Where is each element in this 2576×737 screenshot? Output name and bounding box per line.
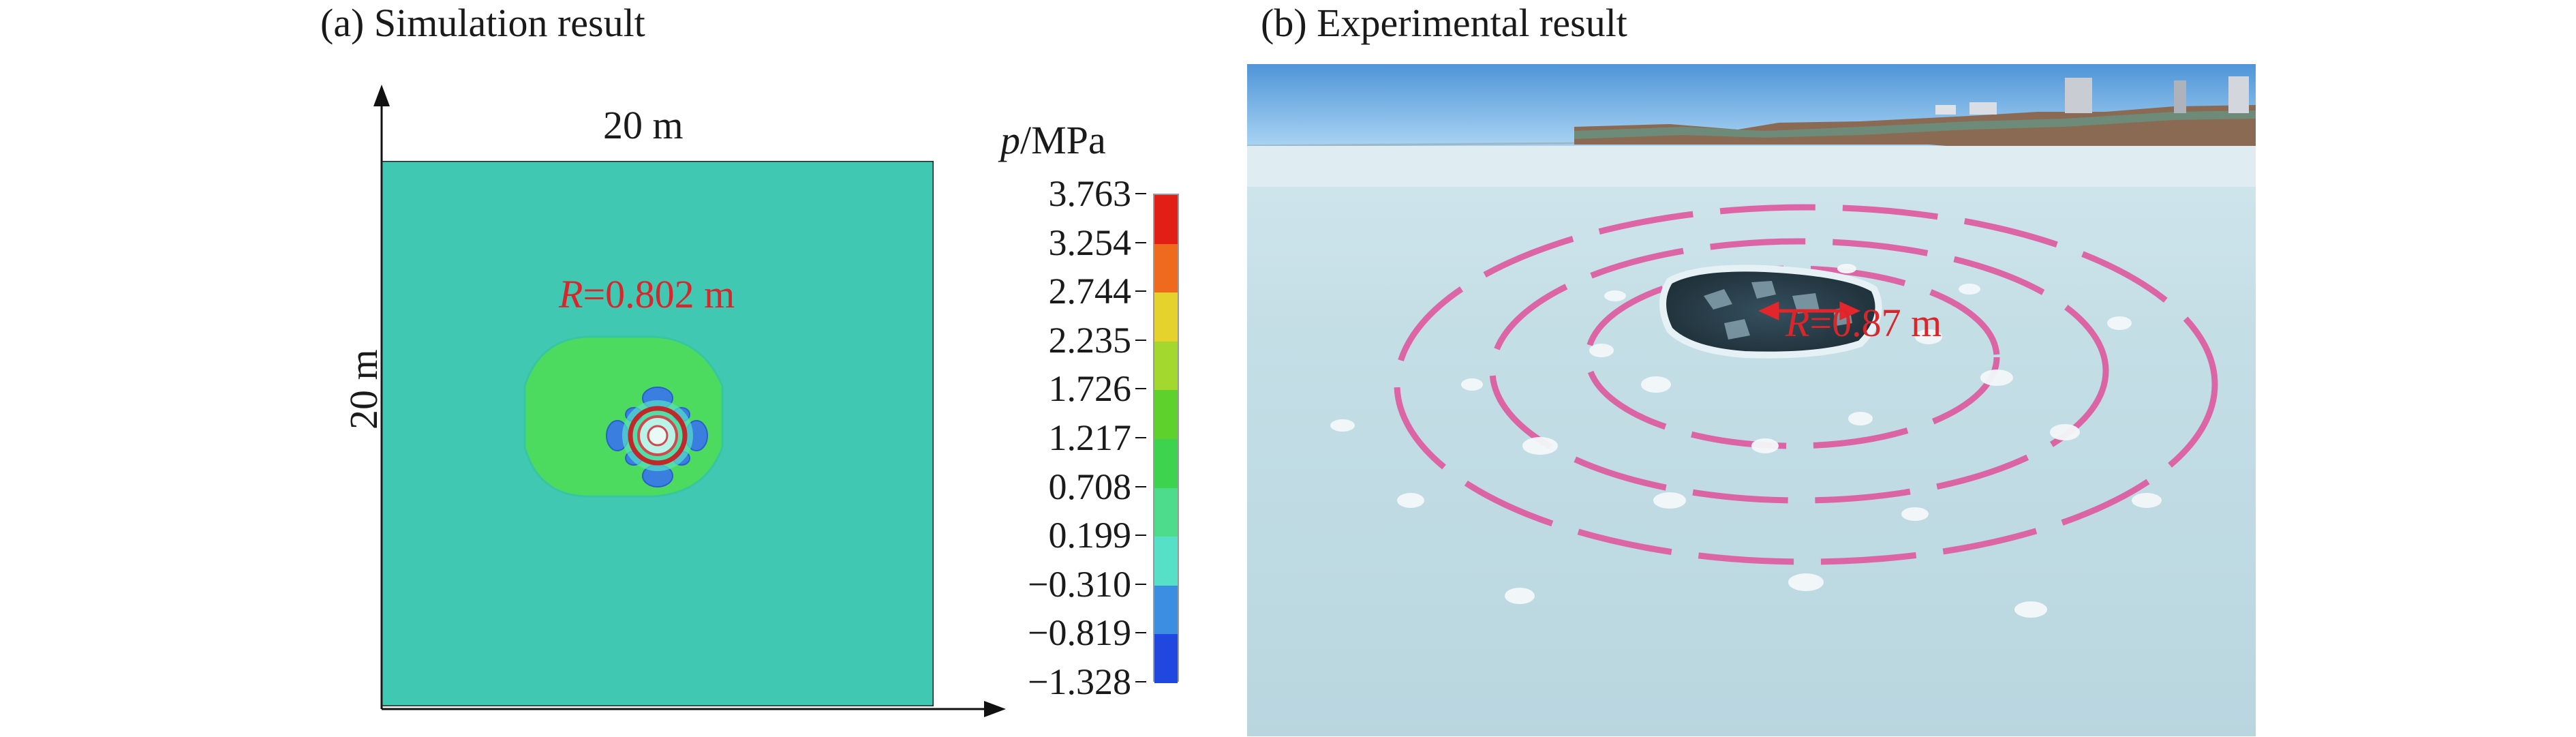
colorbar-tick-label: 3.254 (1048, 222, 1132, 263)
colorbar-segment (1154, 390, 1178, 440)
colorbar-tick-label: 2.744 (1048, 271, 1132, 312)
experimental-photo (1247, 64, 2256, 736)
colorbar-tick-mark (1135, 632, 1146, 634)
colorbar-tick-mark (1135, 339, 1146, 341)
colorbar-title: p/MPa (1000, 118, 1106, 162)
colorbar-segment (1154, 439, 1178, 489)
colorbar-tick-label: −1.328 (1028, 661, 1131, 702)
simulation-radius-label: R=0.802 m (559, 272, 735, 316)
panel-b-caption: (b) Experimental result (1261, 1, 1627, 45)
stress-zone (523, 335, 724, 498)
colorbar-tick-mark (1135, 437, 1146, 438)
width-label: 20 m (603, 103, 684, 147)
colorbar-tick-label: 3.763 (1048, 173, 1132, 214)
marked-circles (1394, 204, 2218, 565)
radius-arrow (1758, 301, 1861, 320)
colorbar-tick-mark (1135, 535, 1146, 537)
colorbar-tick-mark (1135, 290, 1146, 292)
colorbar-segment (1154, 195, 1178, 245)
colorbar-tick-mark (1135, 681, 1146, 682)
simulation-field (382, 161, 934, 706)
colorbar-segment (1154, 341, 1178, 391)
colorbar-tick-mark (1135, 388, 1146, 390)
colorbar-tick-mark (1135, 193, 1146, 194)
colorbar-tick-label: 1.217 (1048, 417, 1132, 458)
colorbar-tick-mark (1135, 485, 1146, 487)
colorbar-segment (1154, 634, 1178, 684)
colorbar-tick-label: 0.199 (1048, 515, 1132, 556)
colorbar-segment (1154, 292, 1178, 342)
colorbar-tick-label: 1.726 (1048, 368, 1132, 410)
colorbar-tick-mark (1135, 583, 1146, 585)
colorbar-tick-label: 0.708 (1048, 466, 1132, 507)
fracture-ring (628, 406, 688, 466)
colorbar (1153, 194, 1179, 684)
colorbar-tick-mark (1135, 241, 1146, 243)
colorbar-segment (1154, 243, 1178, 293)
colorbar-tick-label: −0.819 (1028, 612, 1131, 654)
colorbar-tick-label: 2.235 (1048, 319, 1132, 361)
colorbar-segment (1154, 537, 1178, 586)
experimental-radius-label: R=0.87 m (1785, 301, 1942, 345)
colorbar-segment (1154, 585, 1178, 635)
colorbar-tick-label: −0.310 (1028, 563, 1131, 605)
colorbar-ticks: 3.763 3.254 2.744 2.235 1.726 1.217 0.708 0.199… (981, 173, 1146, 702)
colorbar-segment (1154, 487, 1178, 537)
height-label: 20 m (341, 349, 386, 430)
panel-a-caption: (a) Simulation result (320, 1, 645, 45)
